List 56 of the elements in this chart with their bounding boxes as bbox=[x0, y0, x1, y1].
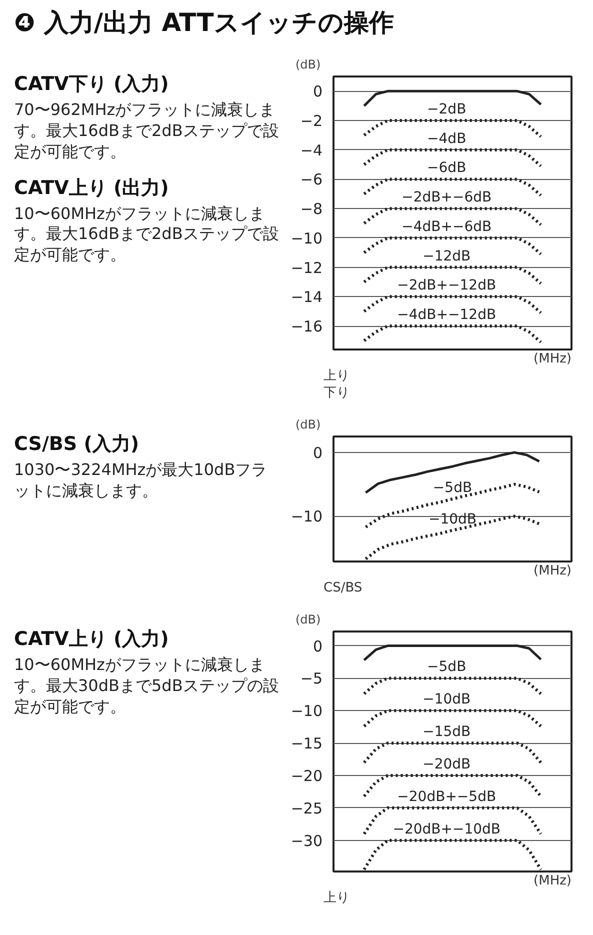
y-tick-label: 0 bbox=[312, 637, 323, 656]
text: 上り bbox=[324, 890, 350, 906]
y-tick-label: −10 bbox=[290, 508, 322, 526]
y-tick-label: −2 bbox=[300, 112, 323, 130]
text: CATV上り (入力) bbox=[14, 627, 170, 652]
series-label: −20dB bbox=[422, 756, 471, 772]
text: 10〜60MHzがフラットに減衰します。最大16dBまで2dBステップで設定が可能です。 bbox=[14, 204, 280, 266]
text: 下り bbox=[324, 386, 350, 400]
line-series bbox=[362, 644, 542, 662]
y-axis-title: (dB) bbox=[296, 612, 321, 626]
series-label: −4dB bbox=[427, 130, 466, 147]
y-tick-label: −6 bbox=[300, 170, 323, 189]
y-tick-label: −4 bbox=[300, 141, 323, 160]
series-label: −6dB bbox=[427, 160, 466, 176]
text: 上り bbox=[324, 368, 350, 384]
y-tick-label: 0 bbox=[312, 82, 323, 101]
y-tick-label: −14 bbox=[290, 288, 322, 306]
line-series bbox=[362, 324, 542, 344]
y-tick-label: −25 bbox=[290, 799, 322, 818]
y-tick-label: −12 bbox=[290, 258, 322, 277]
y-tick-label: −10 bbox=[290, 229, 322, 248]
text: CATV上り (出力) bbox=[14, 176, 170, 201]
y-axis-title: (dB) bbox=[296, 58, 321, 72]
text: 10〜60MHzがフラットに減衰します。最大30dBまで5dBステップの設定が可能です。 bbox=[14, 655, 280, 718]
x-axis-title: (MHz) bbox=[534, 874, 572, 888]
series-label: −2dB+−12dB bbox=[397, 278, 496, 294]
y-tick-label: −20 bbox=[290, 767, 322, 785]
series-label: −2dB bbox=[427, 102, 466, 118]
text: CS/BS bbox=[324, 580, 362, 596]
text: ❹ 入力/出力 ATTスイッチの操作 bbox=[14, 7, 394, 39]
series-label: −4dB+−6dB bbox=[402, 218, 492, 235]
y-axis-title: (dB) bbox=[296, 418, 321, 432]
x-axis-title: (MHz) bbox=[534, 352, 572, 366]
line-series bbox=[364, 482, 541, 529]
text: 1030〜3224MHzが最大10dBフラットに減衰します。 bbox=[14, 460, 268, 502]
y-tick-label: −5 bbox=[300, 670, 323, 688]
series-label: −2dB+−6dB bbox=[402, 190, 492, 206]
line-series bbox=[364, 451, 541, 494]
y-tick-label: 0 bbox=[312, 444, 323, 462]
series-label: −5dB bbox=[432, 480, 472, 496]
y-tick-label: −10 bbox=[290, 702, 322, 720]
series-label: −12dB bbox=[422, 248, 471, 264]
series-label: −10dB bbox=[422, 692, 471, 708]
series-label: −15dB bbox=[422, 724, 471, 740]
text: 70〜962MHzがフラットに減衰します。最大16dBまで2dBステップで設定が可能です。 bbox=[14, 100, 280, 163]
y-tick-label: −16 bbox=[290, 318, 322, 336]
series-label: −4dB+−12dB bbox=[397, 307, 496, 324]
series-label: −5dB bbox=[427, 659, 466, 676]
y-tick-label: −8 bbox=[300, 200, 323, 218]
y-tick-label: −15 bbox=[290, 734, 322, 753]
series-label: −20dB+−10dB bbox=[392, 821, 501, 838]
text: CS/BS (入力) bbox=[14, 432, 140, 457]
x-axis-title: (MHz) bbox=[534, 564, 572, 578]
series-label: −20dB+−5dB bbox=[397, 788, 496, 805]
y-tick-label: −30 bbox=[290, 832, 322, 850]
text: CATV下り (入力) bbox=[14, 72, 170, 97]
